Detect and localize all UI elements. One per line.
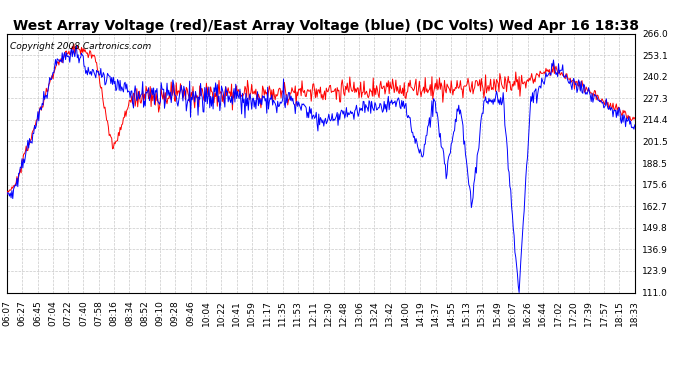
Text: West Array Voltage (red)/East Array Voltage (blue) (DC Volts) Wed Apr 16 18:38: West Array Voltage (red)/East Array Volt…	[13, 19, 639, 33]
Text: Copyright 2008 Cartronics.com: Copyright 2008 Cartronics.com	[10, 42, 151, 51]
